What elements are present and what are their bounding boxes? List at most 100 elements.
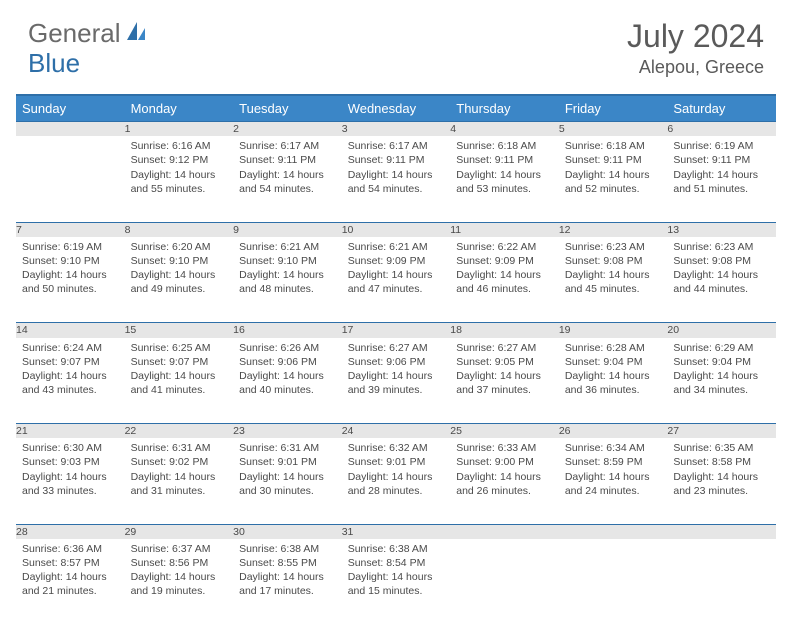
day-info-line: and 51 minutes. xyxy=(673,182,770,196)
day-number: 9 xyxy=(233,222,342,237)
day-info-line: Daylight: 14 hours xyxy=(131,470,228,484)
day-cell: Sunrise: 6:17 AMSunset: 9:11 PMDaylight:… xyxy=(233,136,342,222)
day-number: 22 xyxy=(125,424,234,439)
day-info-line: and 40 minutes. xyxy=(239,383,336,397)
day-info-line: Sunrise: 6:36 AM xyxy=(22,542,119,556)
logo-word1: General xyxy=(28,18,121,49)
day-info-line: Daylight: 14 hours xyxy=(673,268,770,282)
day-info-line: Daylight: 14 hours xyxy=(131,268,228,282)
day-info-line: Sunset: 9:11 PM xyxy=(456,153,553,167)
day-info-line: Sunset: 9:02 PM xyxy=(131,455,228,469)
day-info-line: Sunrise: 6:23 AM xyxy=(673,240,770,254)
day-number: 5 xyxy=(559,122,668,137)
weekday-header: Tuesday xyxy=(233,95,342,122)
day-cell: Sunrise: 6:23 AMSunset: 9:08 PMDaylight:… xyxy=(667,237,776,323)
day-info-line: Daylight: 14 hours xyxy=(131,570,228,584)
day-number: 10 xyxy=(342,222,451,237)
day-info-line: Daylight: 14 hours xyxy=(565,369,662,383)
daynum-row: 14151617181920 xyxy=(16,323,776,338)
day-info-line: and 55 minutes. xyxy=(131,182,228,196)
day-info-line: Sunset: 8:59 PM xyxy=(565,455,662,469)
day-cell: Sunrise: 6:18 AMSunset: 9:11 PMDaylight:… xyxy=(559,136,668,222)
day-number: 16 xyxy=(233,323,342,338)
day-info-line: Sunrise: 6:23 AM xyxy=(565,240,662,254)
day-number: 19 xyxy=(559,323,668,338)
day-cell: Sunrise: 6:19 AMSunset: 9:11 PMDaylight:… xyxy=(667,136,776,222)
day-number: 7 xyxy=(16,222,125,237)
day-cell: Sunrise: 6:19 AMSunset: 9:10 PMDaylight:… xyxy=(16,237,125,323)
day-info-line: and 23 minutes. xyxy=(673,484,770,498)
day-number: 8 xyxy=(125,222,234,237)
day-info-line: Daylight: 14 hours xyxy=(22,369,119,383)
title-block: July 2024 Alepou, Greece xyxy=(627,18,764,78)
day-info-line: and 53 minutes. xyxy=(456,182,553,196)
day-info-line: and 19 minutes. xyxy=(131,584,228,598)
day-info-line: Sunrise: 6:20 AM xyxy=(131,240,228,254)
day-number: 17 xyxy=(342,323,451,338)
day-info-line: and 30 minutes. xyxy=(239,484,336,498)
day-cell: Sunrise: 6:27 AMSunset: 9:05 PMDaylight:… xyxy=(450,338,559,424)
logo-word2: Blue xyxy=(28,48,80,79)
day-cell xyxy=(16,136,125,222)
day-info-line: Sunrise: 6:19 AM xyxy=(22,240,119,254)
daynum-row: 123456 xyxy=(16,122,776,137)
day-info-line: Sunrise: 6:18 AM xyxy=(565,139,662,153)
day-info-line: and 49 minutes. xyxy=(131,282,228,296)
day-cell: Sunrise: 6:28 AMSunset: 9:04 PMDaylight:… xyxy=(559,338,668,424)
day-info-line: Daylight: 14 hours xyxy=(131,168,228,182)
day-info-line: Sunset: 9:11 PM xyxy=(348,153,445,167)
day-info-line: Daylight: 14 hours xyxy=(456,168,553,182)
day-info-line: Sunset: 9:10 PM xyxy=(239,254,336,268)
day-info-line: and 28 minutes. xyxy=(348,484,445,498)
day-number: 3 xyxy=(342,122,451,137)
day-number: 24 xyxy=(342,424,451,439)
day-info-line: Sunset: 9:11 PM xyxy=(673,153,770,167)
day-info-line: and 31 minutes. xyxy=(131,484,228,498)
day-info-line: and 46 minutes. xyxy=(456,282,553,296)
weekday-header: Thursday xyxy=(450,95,559,122)
day-info-line: Daylight: 14 hours xyxy=(22,268,119,282)
day-cell: Sunrise: 6:27 AMSunset: 9:06 PMDaylight:… xyxy=(342,338,451,424)
day-cell: Sunrise: 6:16 AMSunset: 9:12 PMDaylight:… xyxy=(125,136,234,222)
month-title: July 2024 xyxy=(627,18,764,55)
day-info-line: Daylight: 14 hours xyxy=(239,168,336,182)
day-info-line: and 24 minutes. xyxy=(565,484,662,498)
day-info-line: and 54 minutes. xyxy=(348,182,445,196)
day-info-line: Sunset: 9:05 PM xyxy=(456,355,553,369)
day-info-line: and 45 minutes. xyxy=(565,282,662,296)
day-info-line: Sunset: 8:55 PM xyxy=(239,556,336,570)
day-number xyxy=(450,524,559,539)
day-cell: Sunrise: 6:21 AMSunset: 9:10 PMDaylight:… xyxy=(233,237,342,323)
day-cell: Sunrise: 6:23 AMSunset: 9:08 PMDaylight:… xyxy=(559,237,668,323)
day-info-line: Daylight: 14 hours xyxy=(239,268,336,282)
day-info-line: Sunrise: 6:17 AM xyxy=(348,139,445,153)
day-cell: Sunrise: 6:18 AMSunset: 9:11 PMDaylight:… xyxy=(450,136,559,222)
day-info-line: Sunrise: 6:22 AM xyxy=(456,240,553,254)
day-number: 18 xyxy=(450,323,559,338)
day-number: 11 xyxy=(450,222,559,237)
day-info-line: Sunset: 9:01 PM xyxy=(348,455,445,469)
daynum-row: 21222324252627 xyxy=(16,424,776,439)
day-number: 12 xyxy=(559,222,668,237)
day-cell: Sunrise: 6:29 AMSunset: 9:04 PMDaylight:… xyxy=(667,338,776,424)
day-number: 28 xyxy=(16,524,125,539)
day-info-line: Sunset: 9:12 PM xyxy=(131,153,228,167)
week-row: Sunrise: 6:24 AMSunset: 9:07 PMDaylight:… xyxy=(16,338,776,424)
day-info-line: and 44 minutes. xyxy=(673,282,770,296)
day-info-line: Sunset: 9:09 PM xyxy=(348,254,445,268)
day-info-line: Sunrise: 6:38 AM xyxy=(348,542,445,556)
day-info-line: Sunrise: 6:31 AM xyxy=(131,441,228,455)
day-info-line: Sunrise: 6:31 AM xyxy=(239,441,336,455)
day-info-line: Daylight: 14 hours xyxy=(565,168,662,182)
weekday-header: Saturday xyxy=(667,95,776,122)
day-info-line: Sunrise: 6:24 AM xyxy=(22,341,119,355)
day-number: 13 xyxy=(667,222,776,237)
day-info-line: Sunrise: 6:32 AM xyxy=(348,441,445,455)
day-info-line: Sunrise: 6:29 AM xyxy=(673,341,770,355)
day-info-line: and 34 minutes. xyxy=(673,383,770,397)
day-number: 25 xyxy=(450,424,559,439)
day-info-line: Daylight: 14 hours xyxy=(348,168,445,182)
weekday-header: Friday xyxy=(559,95,668,122)
day-info-line: and 43 minutes. xyxy=(22,383,119,397)
day-number: 29 xyxy=(125,524,234,539)
